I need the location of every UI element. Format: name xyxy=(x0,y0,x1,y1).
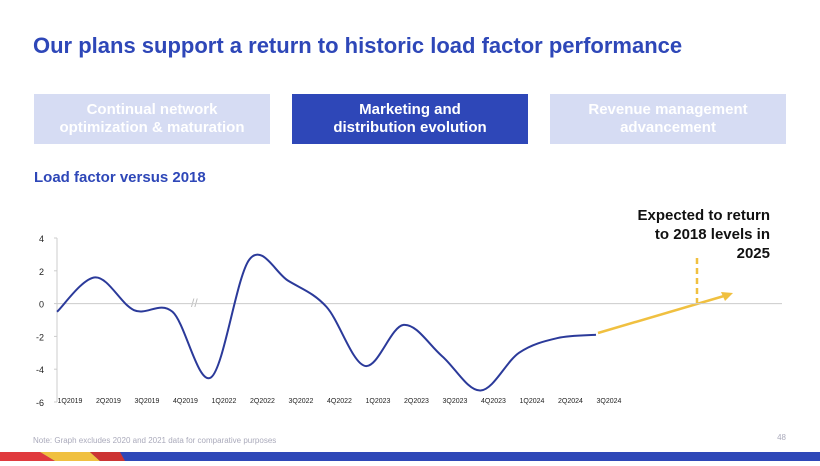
tile xyxy=(34,94,270,144)
x-tick-label: 4Q2023 xyxy=(481,398,506,405)
x-tick-label: 4Q2019 xyxy=(173,398,198,405)
footer-band xyxy=(0,452,820,461)
tile-text: Continual network optimization & maturat… xyxy=(59,101,245,136)
tile-text: Revenue management advancement xyxy=(588,101,748,136)
footer-stripe xyxy=(0,452,55,461)
tile xyxy=(550,94,786,144)
x-tick-label: 3Q2022 xyxy=(289,398,314,405)
page-number: 48 xyxy=(777,433,786,442)
footer-stripe xyxy=(90,452,125,461)
tile-text: Marketing and distribution evolution xyxy=(333,101,487,136)
x-tick-label: 1Q2019 xyxy=(58,398,83,405)
y-tick-label: -4 xyxy=(36,365,44,375)
axis-break: // xyxy=(191,296,198,310)
slide-title: Our plans support a return to historic l… xyxy=(33,33,682,58)
x-tick-label: 2Q2023 xyxy=(404,398,429,405)
y-tick-label: -2 xyxy=(36,332,44,342)
y-tick-label: 4 xyxy=(39,234,44,244)
tile-label: Continual network optimization & maturat… xyxy=(59,101,245,136)
chart-title: Load factor versus 2018 xyxy=(34,169,206,186)
y-tick-label: -6 xyxy=(36,398,44,408)
projection-line xyxy=(597,294,725,335)
y-tick-label: 2 xyxy=(39,267,44,277)
footer-stripe xyxy=(40,452,100,461)
x-tick-label: 1Q2024 xyxy=(520,398,545,405)
tile-label: Marketing and distribution evolution xyxy=(333,101,487,136)
x-tick-label: 3Q2019 xyxy=(135,398,160,405)
projection-arrowhead xyxy=(721,292,733,301)
tile xyxy=(292,94,528,144)
x-tick-label: 1Q2022 xyxy=(212,398,237,405)
line-series xyxy=(56,253,597,392)
annotation-box: Expected to return to 2018 levels in 202… xyxy=(637,207,770,262)
x-tick-label: 3Q2024 xyxy=(597,398,622,405)
y-tick-label: 0 xyxy=(39,300,44,310)
tile-label: Revenue management advancement xyxy=(588,101,748,136)
x-tick-label: 3Q2023 xyxy=(443,398,468,405)
x-tick-label: 1Q2023 xyxy=(366,398,391,405)
footnote: Note: Graph excludes 2020 and 2021 data … xyxy=(33,436,276,445)
x-tick-label: 2Q2024 xyxy=(558,398,583,405)
x-tick-label: 2Q2019 xyxy=(96,398,121,405)
x-tick-label: 2Q2022 xyxy=(250,398,275,405)
x-tick-label: 4Q2022 xyxy=(327,398,352,405)
annotation: Expected to return to 2018 levels in 202… xyxy=(637,207,770,262)
